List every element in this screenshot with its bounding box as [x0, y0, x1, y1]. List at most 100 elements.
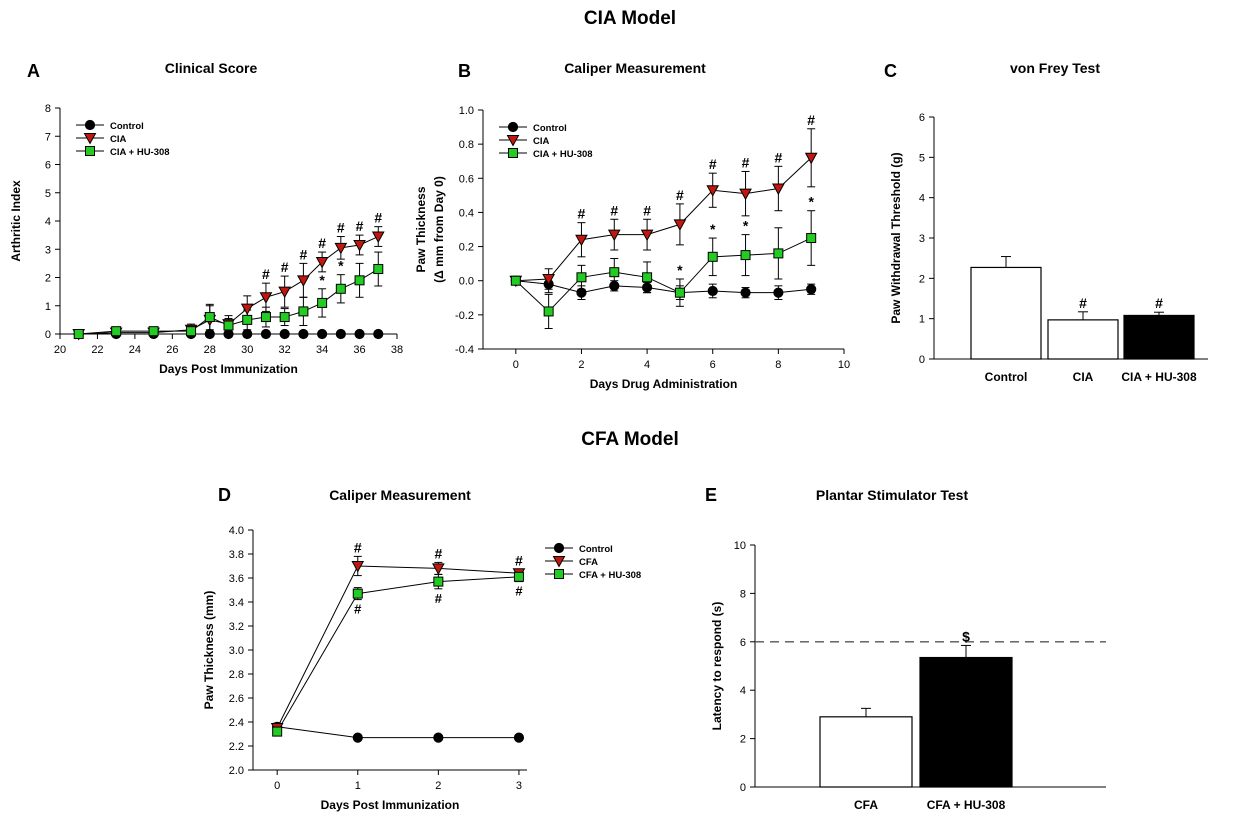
data-point [609, 280, 620, 291]
section-title-cfa: CFA Model [581, 429, 678, 450]
data-point [279, 328, 290, 340]
significance-mark: # [281, 259, 289, 275]
y-tick-label: 1 [919, 314, 925, 326]
series-line [515, 237, 812, 313]
data-point [335, 328, 346, 340]
data-point [433, 576, 444, 587]
y-tick-label: 0.6 [459, 173, 474, 185]
data-point [354, 328, 365, 340]
data-point [373, 264, 384, 275]
data-point [542, 274, 555, 286]
y-axis-label-2: (Δ mm from Day 0) [432, 176, 446, 283]
significance-mark: # [435, 591, 443, 606]
category-label: CIA + HU-308 [1121, 370, 1197, 384]
data-point [772, 183, 785, 196]
y-tick-label: 0.4 [459, 207, 474, 219]
panel-a-letter: A [27, 61, 40, 81]
series-line [276, 565, 519, 729]
significance-mark: # [610, 202, 618, 218]
legend-marker [552, 556, 566, 568]
significance-mark: # [262, 266, 270, 282]
series-line [78, 236, 379, 335]
significance-mark: # [434, 545, 442, 561]
data-point [707, 251, 718, 262]
data-point [740, 287, 751, 298]
data-point [739, 188, 752, 201]
legend-label: CIA [110, 134, 127, 145]
data-point [317, 297, 328, 308]
y-tick-label: 4.0 [229, 525, 244, 537]
chart-e-plantar-stimulator-test: 0 2 4 6 8 10 Latency to respond (s) CFA $ CFA + H… [710, 540, 1106, 812]
data-point [317, 328, 328, 340]
y-tick-label: 3 [919, 233, 925, 245]
panel-c-letter: C [884, 61, 897, 81]
y-tick-label: 2 [45, 273, 51, 285]
legend-label: CIA + HU-308 [110, 147, 170, 158]
x-tick-label: 30 [241, 344, 253, 356]
y-tick-label: 8 [45, 103, 51, 115]
y-tick-label: 4 [45, 216, 51, 228]
data-point [513, 732, 525, 743]
bar [819, 716, 913, 788]
panel-a-title: Clinical Score [165, 60, 258, 76]
data-point [510, 275, 521, 286]
x-tick-label: 1 [355, 780, 361, 792]
legend-label: Control [579, 544, 613, 555]
data-point [242, 328, 253, 340]
x-tick-label: 0 [274, 780, 280, 792]
data-point [607, 229, 621, 242]
data-point [804, 152, 818, 165]
significance-mark: # [578, 206, 586, 222]
category-label: Control [985, 370, 1028, 384]
y-tick-label: 7 [45, 131, 51, 143]
significance-mark: # [1155, 295, 1163, 311]
panel-d-title: Caliper Measurement [329, 487, 471, 503]
y-tick-label: 8 [740, 588, 746, 600]
panel-b-title: Caliper Measurement [564, 60, 706, 76]
x-tick-label: 32 [279, 344, 291, 356]
data-point [433, 732, 444, 743]
x-tick-label: 10 [838, 359, 850, 371]
x-tick-label: 2 [578, 359, 584, 371]
data-point [773, 248, 784, 259]
y-tick-label: 4 [740, 685, 746, 697]
x-tick-label: 4 [644, 359, 650, 371]
legend-label: Control [533, 123, 567, 134]
legend-marker [507, 121, 519, 133]
x-tick-label: 3 [516, 780, 522, 792]
data-point [278, 286, 292, 299]
series-line [277, 726, 519, 739]
x-axis-label: Days Post Immunization [321, 798, 460, 812]
category-label: CFA + HU-308 [927, 798, 1006, 812]
y-tick-label: 1.0 [459, 105, 474, 117]
data-point [373, 328, 384, 340]
significance-mark: # [337, 220, 345, 236]
data-point [609, 267, 620, 278]
significance-mark: # [774, 149, 782, 165]
legend-marker [85, 146, 95, 156]
data-point [576, 272, 587, 283]
y-tick-label: 3.2 [229, 621, 244, 633]
data-point [773, 287, 784, 298]
y-tick-label: 5 [919, 152, 925, 164]
y-tick-label: -0.2 [455, 310, 474, 322]
data-point [204, 328, 215, 340]
x-tick-label: 24 [129, 344, 141, 356]
significance-mark: * [677, 262, 683, 278]
legend-marker [83, 133, 97, 145]
series-line [515, 157, 812, 282]
x-tick-label: 20 [54, 344, 66, 356]
legend-label: Control [110, 121, 144, 132]
data-point [640, 229, 654, 242]
data-point [259, 292, 273, 304]
x-tick-label: 38 [391, 344, 403, 356]
significance-mark: * [710, 221, 716, 237]
legend-label: CIA + HU-308 [533, 149, 593, 160]
data-point [260, 328, 272, 340]
y-axis-label: Paw Thickness [414, 186, 428, 272]
data-point [642, 272, 653, 283]
data-point [354, 275, 365, 286]
y-tick-label: 0 [740, 782, 746, 794]
data-point [148, 326, 159, 337]
